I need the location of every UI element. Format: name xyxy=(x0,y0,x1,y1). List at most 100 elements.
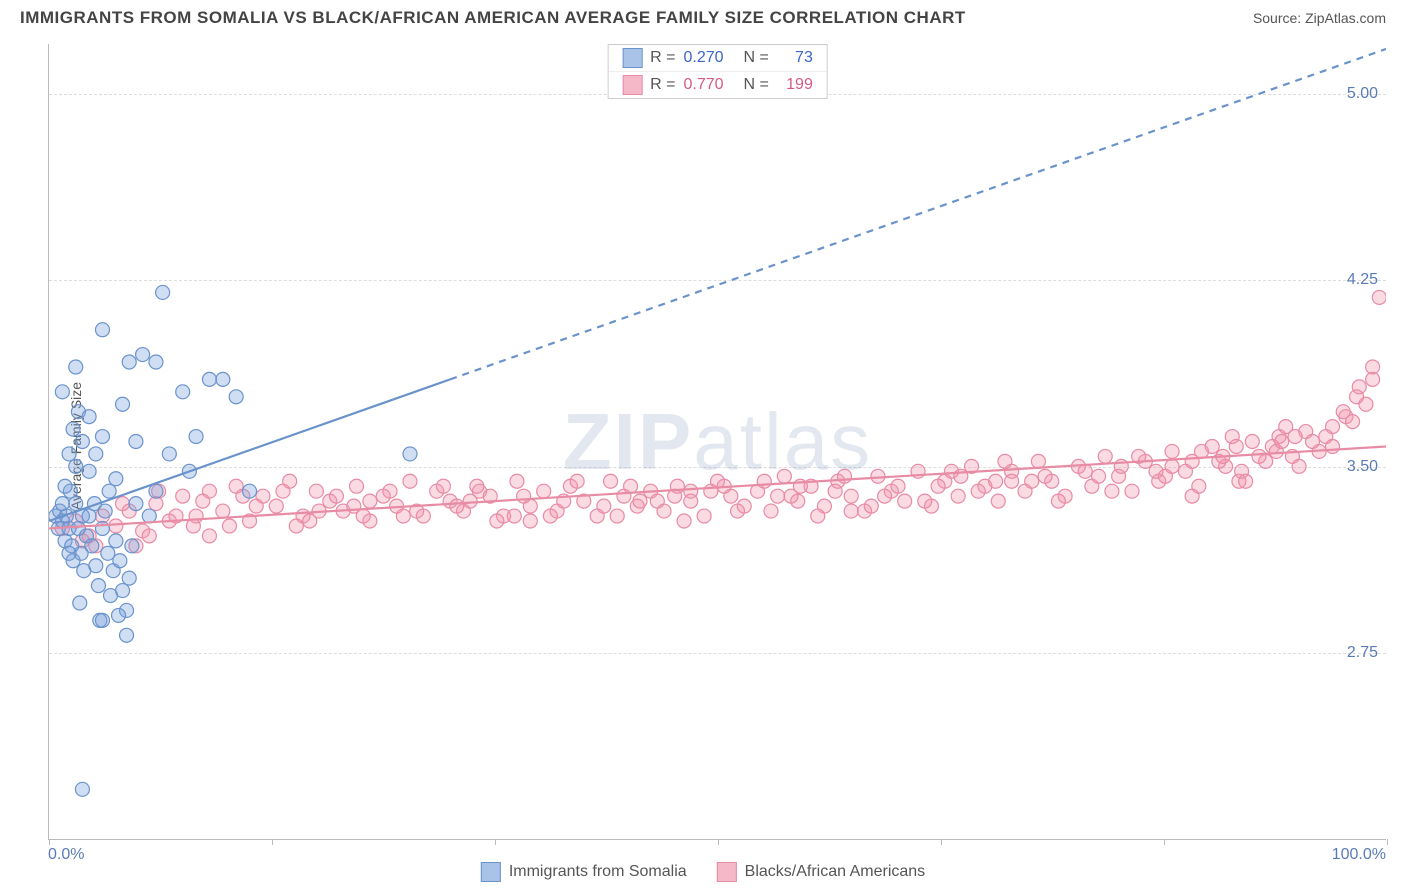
legend-n-label: N = xyxy=(744,49,769,67)
data-point xyxy=(1252,449,1266,463)
data-point xyxy=(624,479,638,493)
data-point xyxy=(120,628,134,642)
data-point xyxy=(89,559,103,573)
data-point xyxy=(75,435,89,449)
data-point xyxy=(838,469,852,483)
data-point xyxy=(1288,430,1302,444)
data-point xyxy=(633,494,647,508)
data-point xyxy=(543,509,557,523)
data-point xyxy=(1366,360,1380,374)
series-legend-item: Immigrants from Somalia xyxy=(481,862,687,882)
data-point xyxy=(62,546,76,560)
data-point xyxy=(510,474,524,488)
x-tick xyxy=(495,839,496,845)
data-point xyxy=(95,323,109,337)
data-point xyxy=(89,447,103,461)
data-point xyxy=(1105,484,1119,498)
data-point xyxy=(216,504,230,518)
x-tick xyxy=(272,839,273,845)
data-point xyxy=(1125,484,1139,498)
data-point xyxy=(828,484,842,498)
data-point xyxy=(329,489,343,503)
data-point xyxy=(1372,290,1386,304)
data-point xyxy=(604,474,618,488)
data-point xyxy=(396,509,410,523)
data-point xyxy=(85,539,99,553)
data-point xyxy=(229,390,243,404)
data-point xyxy=(951,489,965,503)
data-point xyxy=(811,509,825,523)
data-point xyxy=(537,484,551,498)
data-point xyxy=(473,484,487,498)
data-point xyxy=(991,494,1005,508)
legend-n-label: N = xyxy=(744,76,769,94)
data-point xyxy=(156,285,170,299)
data-point xyxy=(931,479,945,493)
data-point xyxy=(82,410,96,424)
data-point xyxy=(1165,444,1179,458)
x-axis-max-label: 100.0% xyxy=(1332,846,1386,864)
data-point xyxy=(112,608,126,622)
data-point xyxy=(570,474,584,488)
legend-r-label: R = xyxy=(650,76,675,94)
legend-swatch xyxy=(481,862,501,882)
legend-swatch xyxy=(717,862,737,882)
data-point xyxy=(697,509,711,523)
data-point xyxy=(1292,459,1306,473)
data-point xyxy=(91,579,105,593)
data-point xyxy=(66,422,80,436)
data-point xyxy=(989,474,1003,488)
x-tick xyxy=(718,839,719,845)
data-point xyxy=(1031,454,1045,468)
legend-r-value: 0.270 xyxy=(684,49,736,67)
data-point xyxy=(898,494,912,508)
data-point xyxy=(102,484,116,498)
source-label: Source: ZipAtlas.com xyxy=(1253,10,1386,26)
data-point xyxy=(1165,459,1179,473)
data-point xyxy=(764,504,778,518)
data-point xyxy=(1275,435,1289,449)
data-point xyxy=(403,474,417,488)
data-point xyxy=(149,355,163,369)
data-point xyxy=(116,397,130,411)
data-point xyxy=(113,554,127,568)
data-point xyxy=(109,519,123,533)
data-point xyxy=(918,494,932,508)
data-point xyxy=(523,514,537,528)
data-point xyxy=(189,430,203,444)
data-point xyxy=(777,469,791,483)
data-point xyxy=(1350,390,1364,404)
x-tick xyxy=(49,839,50,845)
data-point xyxy=(1005,474,1019,488)
data-point xyxy=(1025,474,1039,488)
scatter-svg xyxy=(49,44,1386,839)
data-point xyxy=(517,489,531,503)
legend-n-value: 199 xyxy=(777,76,813,94)
data-point xyxy=(704,484,718,498)
data-point xyxy=(610,509,624,523)
data-point xyxy=(82,464,96,478)
data-point xyxy=(650,494,664,508)
data-point xyxy=(122,355,136,369)
data-point xyxy=(202,372,216,386)
data-point xyxy=(62,447,76,461)
data-point xyxy=(1336,405,1350,419)
data-point xyxy=(1185,489,1199,503)
data-point xyxy=(125,539,139,553)
data-point xyxy=(1078,464,1092,478)
chart-title: IMMIGRANTS FROM SOMALIA VS BLACK/AFRICAN… xyxy=(20,8,966,28)
data-point xyxy=(243,484,257,498)
data-point xyxy=(186,519,200,533)
data-point xyxy=(844,504,858,518)
chart-plot-area: ZIPatlas R = 0.270 N = 73 R = 0.770 N = … xyxy=(48,44,1386,840)
data-point xyxy=(176,385,190,399)
data-point xyxy=(162,447,176,461)
data-point xyxy=(878,489,892,503)
legend-swatch xyxy=(622,75,642,95)
data-point xyxy=(223,519,237,533)
data-point xyxy=(677,514,691,528)
data-point xyxy=(597,499,611,513)
data-point xyxy=(69,360,83,374)
data-point xyxy=(95,521,109,535)
data-point xyxy=(95,430,109,444)
